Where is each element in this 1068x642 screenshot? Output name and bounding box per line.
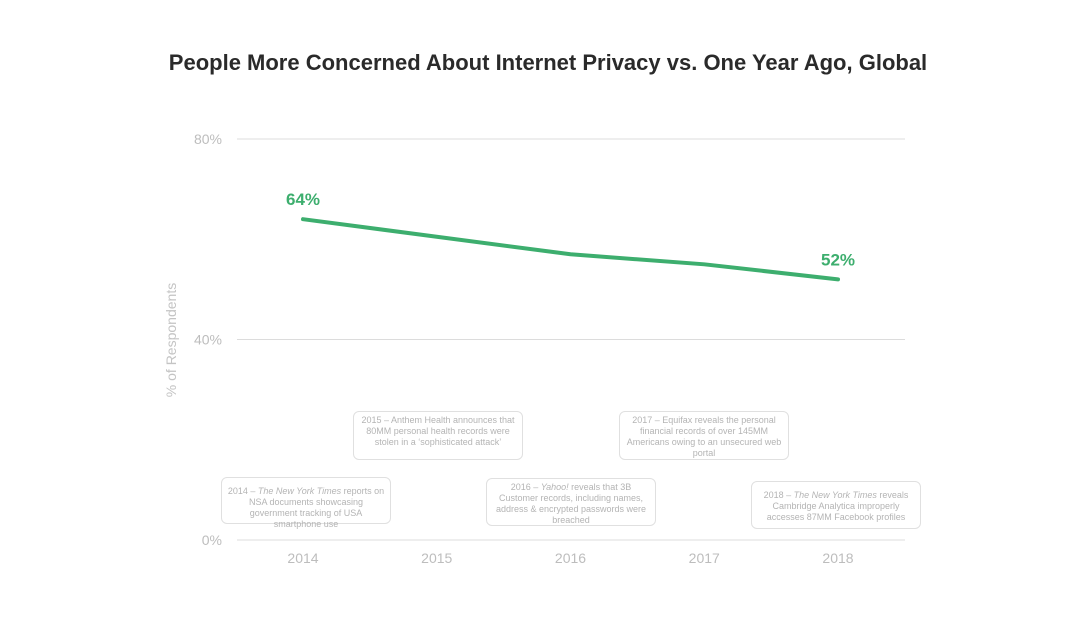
y-tick-label: 80% (194, 131, 222, 147)
chart-title: People More Concerned About Internet Pri… (168, 50, 928, 75)
x-tick-label: 2014 (287, 550, 318, 566)
grid-layer (237, 138, 905, 541)
annotation-2017: 2017 – Equifax reveals the personal fina… (619, 411, 789, 460)
y-tick-label: 40% (194, 332, 222, 348)
data-label-layer: 64% 52% (286, 190, 855, 269)
annotation-2015: 2015 – Anthem Health announces that 80MM… (353, 411, 523, 460)
y-axis-title: % of Respondents (163, 283, 179, 397)
annotation-2016: 2016 – Yahoo! reveals that 3B Customer r… (486, 478, 656, 526)
x-tick-label: 2018 (822, 550, 853, 566)
axis-layer: 0% 40% 80% 2014 2015 2016 2017 2018 % of Respond… (163, 131, 854, 566)
annotation-2014: 2014 – The New York Times reports on NSA… (221, 477, 391, 529)
annotation-2018: 2018 – The New York Times reveals Cambri… (751, 481, 921, 529)
y-tick-label: 0% (202, 532, 222, 548)
series-layer (301, 217, 840, 282)
data-label: 64% (286, 190, 320, 209)
x-tick-label: 2017 (689, 550, 720, 566)
x-tick-label: 2015 (421, 550, 452, 566)
x-tick-label: 2016 (555, 550, 586, 566)
series-line (301, 217, 840, 282)
data-label: 52% (821, 250, 855, 269)
